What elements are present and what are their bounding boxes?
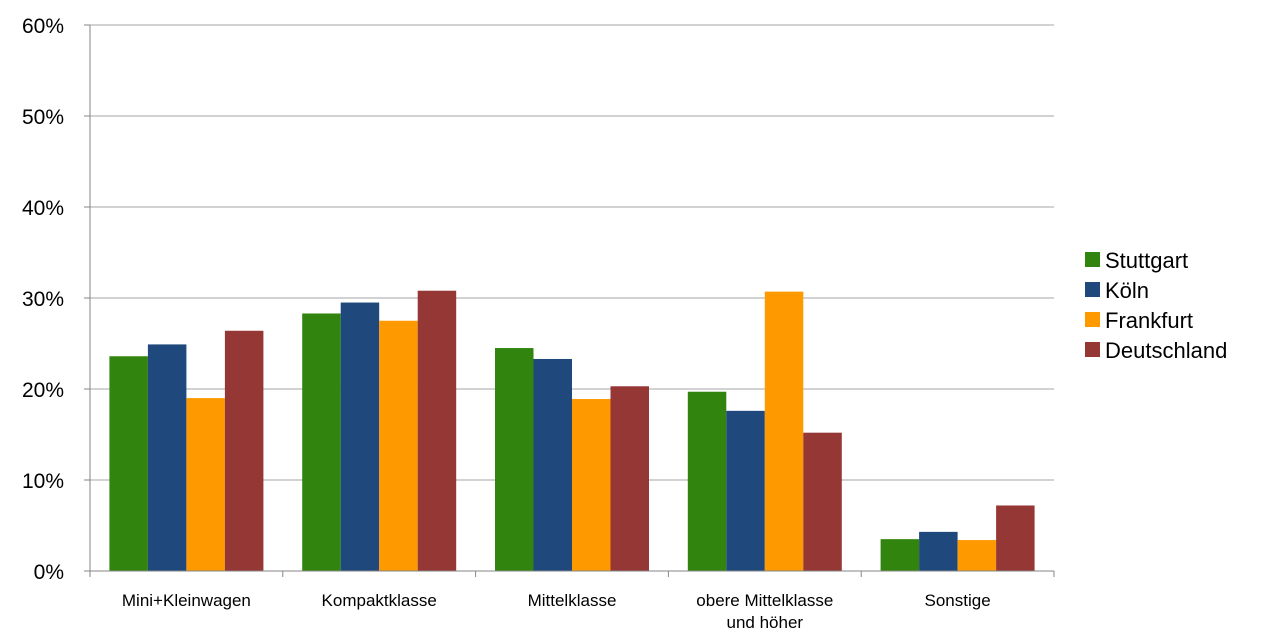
bar-köln-5: [919, 531, 958, 571]
bar-deutschland-1: [224, 330, 264, 571]
y-tick-label: 50%: [22, 106, 64, 129]
bar-stuttgart-1: [109, 356, 148, 571]
legend-label: Frankfurt: [1105, 308, 1193, 333]
legend-swatch-deutschland: [1085, 342, 1100, 357]
legend-label: Deutschland: [1105, 338, 1227, 363]
bar-stuttgart-3: [495, 348, 534, 571]
bar-köln-1: [147, 344, 187, 571]
y-tick-label: 20%: [22, 379, 64, 402]
bars: [109, 290, 1035, 571]
legend-swatch-köln: [1085, 282, 1100, 297]
y-tick-label: 30%: [22, 288, 64, 311]
legend-label: Stuttgart: [1105, 248, 1188, 273]
bar-köln-3: [533, 358, 572, 571]
bar-deutschland-4: [803, 432, 842, 571]
bar-frankfurt-5: [957, 540, 997, 571]
x-category-label: und höher: [727, 613, 804, 632]
legend-swatch-stuttgart: [1085, 252, 1100, 267]
bar-deutschland-5: [996, 505, 1035, 571]
x-category-label: obere Mittelklasse: [696, 591, 833, 610]
x-category-label: Mittelklasse: [528, 591, 617, 610]
bar-stuttgart-5: [880, 539, 920, 571]
bar-köln-4: [726, 410, 765, 571]
y-tick-label: 40%: [22, 197, 64, 220]
y-axis: 0% 10% 20% 30% 40% 50% 60%: [22, 15, 91, 584]
y-tick-label: 10%: [22, 470, 64, 493]
legend-swatch-frankfurt: [1085, 312, 1100, 327]
bar-köln-2: [340, 302, 380, 571]
x-category-label: Sonstige: [925, 591, 991, 610]
x-category-label: Kompaktklasse: [322, 591, 437, 610]
y-tick-label: 0%: [34, 561, 64, 584]
bar-frankfurt-2: [379, 320, 418, 571]
bar-frankfurt-4: [764, 291, 804, 571]
x-category-label: Mini+Kleinwagen: [122, 591, 251, 610]
y-tick-label: 60%: [22, 15, 64, 38]
bar-stuttgart-2: [302, 313, 341, 571]
bar-frankfurt-1: [186, 398, 225, 571]
bar-deutschland-3: [610, 386, 649, 571]
bar-frankfurt-3: [572, 399, 611, 571]
legend-label: Köln: [1105, 278, 1149, 303]
bar-stuttgart-4: [687, 391, 727, 571]
legend: Stuttgart Köln Frankfurt Deutschland: [1085, 248, 1227, 363]
x-axis: Mini+Kleinwagen Kompaktklasse Mittelklasse…: [89, 570, 1055, 632]
bar-deutschland-2: [417, 290, 457, 571]
